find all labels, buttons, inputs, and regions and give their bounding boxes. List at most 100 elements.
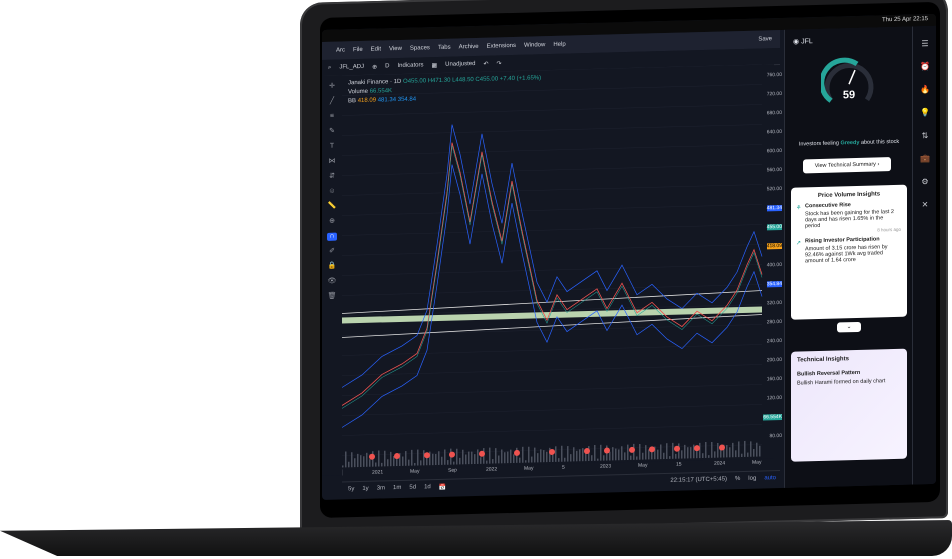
event-marker: [394, 453, 400, 460]
tech-title: Technical Insights: [797, 356, 849, 364]
text-icon[interactable]: T: [329, 142, 335, 150]
menu-window[interactable]: Window: [524, 42, 546, 49]
menu-view[interactable]: View: [389, 45, 402, 53]
volume-bar: [696, 449, 698, 459]
volume-bar: [414, 462, 416, 466]
tech-item-title: Bullish Reversal Pattern: [797, 369, 861, 378]
ruler-icon[interactable]: 📏: [327, 202, 337, 210]
time-tick: 2023: [600, 463, 612, 470]
signal-icon[interactable]: ⇅: [921, 131, 929, 141]
brush-icon[interactable]: ✎: [329, 127, 335, 135]
trendline-icon[interactable]: ╱: [329, 97, 335, 105]
briefcase-icon[interactable]: 💼: [920, 154, 930, 164]
lock-draw-icon[interactable]: ✐: [329, 247, 335, 255]
unadjusted-button[interactable]: Unadjusted: [445, 60, 476, 68]
event-marker: [479, 450, 485, 457]
price-tick: 200.00: [766, 356, 782, 364]
interval-button[interactable]: D: [385, 63, 390, 70]
volume-bar: [609, 451, 611, 461]
range-5y[interactable]: 5y: [348, 486, 355, 493]
insight-item[interactable]: ↗ Rising Investor Participation Amount o…: [791, 232, 907, 265]
volume-bar: [438, 451, 440, 465]
chart-legend: Janaki Finance · 1D O455.00 H471.30 L448…: [348, 74, 541, 106]
price-chart[interactable]: [342, 64, 774, 470]
menu-edit[interactable]: Edit: [370, 46, 382, 53]
watchlist-icon[interactable]: ☰: [921, 39, 929, 49]
time-tick: 5: [562, 464, 565, 471]
auto-toggle[interactable]: auto: [764, 475, 776, 482]
volume-bar: [567, 446, 569, 462]
volume-bar: [615, 448, 617, 461]
menu-help[interactable]: Help: [553, 41, 566, 48]
price-tick: 80.00: [769, 432, 782, 440]
log-toggle[interactable]: log: [748, 475, 757, 482]
volume-bar: [384, 450, 386, 467]
search-icon[interactable]: ⌕: [328, 64, 332, 71]
time-tick: 2022: [486, 466, 498, 473]
save-button[interactable]: Save: [758, 36, 772, 43]
volume-bar: [474, 454, 476, 465]
view-technical-summary-button[interactable]: View Technical Summary ›: [803, 157, 891, 174]
expand-chevron-icon[interactable]: ⌄: [837, 321, 861, 333]
price-axis[interactable]: 760.00 720.00 680.00 640.00 600.00 560.00 520.…: [762, 64, 784, 459]
price-line: [342, 142, 763, 406]
pattern-icon[interactable]: ⋈: [328, 157, 336, 165]
menu-arc[interactable]: Arc: [336, 47, 345, 54]
menu-spaces[interactable]: Spaces: [409, 45, 430, 52]
add-icon[interactable]: ⊕: [372, 64, 378, 71]
event-marker: [549, 448, 555, 455]
volume-bar: [690, 447, 692, 459]
volume-bar: [471, 451, 473, 465]
flame-icon[interactable]: 🔥: [920, 85, 930, 95]
menu-archive[interactable]: Archive: [458, 43, 479, 51]
volume-bar: [543, 450, 545, 463]
undo-icon[interactable]: ↶: [483, 61, 489, 68]
tech-item-text: Bullish Harami formed on daily chart: [797, 378, 886, 387]
zoom-icon[interactable]: ⊕: [329, 217, 335, 225]
layout-icon[interactable]: ▦: [431, 62, 438, 69]
menu-file[interactable]: File: [353, 46, 363, 54]
drawing-toolbar: ✛ ╱ ≡ ✎ T ⋈ ⇵ ☺ 📏 ⊕ ∩ ✐ 🔒 👁 🗑: [322, 75, 343, 476]
sliders-icon[interactable]: ⚙: [921, 177, 929, 187]
range-1y[interactable]: 1y: [362, 485, 369, 492]
range-3m[interactable]: 3m: [376, 485, 386, 492]
volume-bar: [360, 455, 362, 468]
event-marker: [449, 451, 455, 458]
emoji-icon[interactable]: ☺: [328, 187, 336, 195]
menu-tabs[interactable]: Tabs: [437, 44, 451, 51]
magnet-icon[interactable]: ∩: [327, 232, 337, 241]
alert-icon[interactable]: ⏰: [920, 62, 930, 72]
bulb-icon[interactable]: 💡: [920, 108, 930, 118]
menu-extensions[interactable]: Extensions: [486, 42, 516, 50]
volume-bar: [597, 458, 599, 461]
range-5d[interactable]: 5d: [409, 484, 417, 491]
price-tick: 520.00: [766, 185, 782, 193]
indicators-button[interactable]: Indicators: [397, 62, 424, 70]
volume-bar: [510, 449, 512, 464]
utc-time[interactable]: 22:15:17 (UTC+5:45): [670, 476, 727, 484]
trash-icon[interactable]: 🗑: [327, 292, 337, 300]
range-1m[interactable]: 1m: [393, 484, 402, 492]
price-tick: 354.84: [766, 280, 782, 288]
redo-icon[interactable]: ↷: [496, 60, 502, 67]
lock-icon[interactable]: 🔒: [327, 262, 337, 270]
range-1d[interactable]: 1d: [424, 484, 431, 491]
forecast-icon[interactable]: ⇵: [329, 172, 335, 180]
laptop-base: [0, 520, 952, 556]
event-marker: [604, 447, 610, 454]
calendar-icon[interactable]: 📅: [438, 484, 447, 491]
price-tick: 400.00: [766, 261, 782, 269]
volume-bar: [402, 456, 404, 466]
volume-bar: [612, 447, 614, 461]
symbol-search[interactable]: JFL_ADJ: [339, 63, 365, 71]
volume-bar: [477, 449, 479, 464]
volume-bar: [663, 452, 665, 460]
insight-item[interactable]: ⚘ Consecutive Rise Stock has been gainin…: [791, 197, 907, 230]
close-icon[interactable]: ✕: [921, 200, 929, 210]
fib-icon[interactable]: ≡: [329, 112, 335, 120]
time-tick: 2021: [372, 469, 384, 476]
crosshair-icon[interactable]: ✛: [329, 82, 335, 90]
volume-bar: [486, 460, 488, 464]
percent-toggle[interactable]: %: [734, 476, 741, 483]
eye-icon[interactable]: 👁: [327, 277, 337, 285]
